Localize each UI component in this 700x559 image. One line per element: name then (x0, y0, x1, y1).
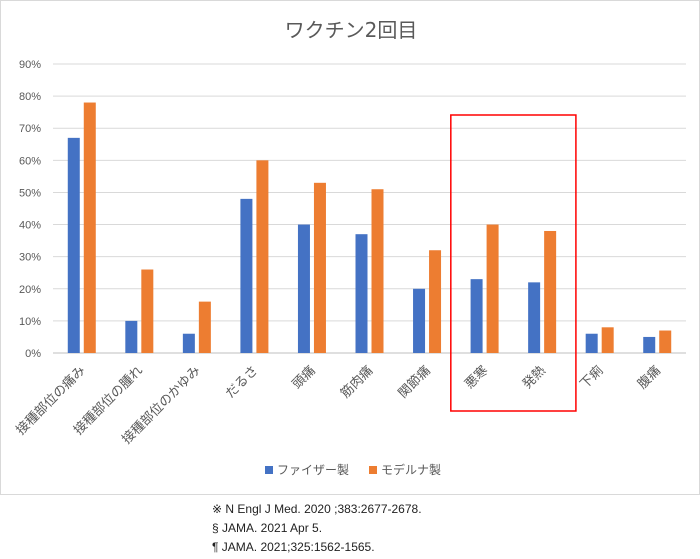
y-tick-label: 40% (19, 220, 41, 232)
highlight-box (450, 114, 577, 412)
bar-moderna (371, 189, 384, 353)
highlight-rect (450, 114, 577, 412)
citation-line: ¶ JAMA. 2021;325:1562-1565. (212, 540, 375, 554)
bar-pfizer (413, 288, 426, 353)
bars (67, 102, 672, 354)
legend-swatch (369, 466, 377, 474)
chart-frame: ワクチン2回目 0% 10% 20% 30% 40% 50% 60% 70% 80% 90% 接種… (0, 0, 700, 495)
bar-pfizer (182, 333, 195, 353)
category-label: 頭痛 (289, 363, 319, 393)
bar-moderna (544, 230, 557, 353)
bar-moderna (659, 330, 672, 353)
category-label: 悪寒 (462, 363, 492, 393)
legend-label: モデルナ製 (381, 462, 441, 477)
bar-moderna (141, 269, 154, 353)
chart-title: ワクチン2回目 (285, 18, 418, 42)
bar-moderna (83, 102, 96, 354)
y-tick-label: 10% (19, 316, 41, 328)
category-label: 関節痛 (395, 363, 434, 402)
y-tick-label: 30% (19, 252, 41, 264)
citation-line: ※ N Engl J Med. 2020 ;383:2677-2678. (212, 502, 422, 516)
citations: ※ N Engl J Med. 2020 ;383:2677-2678. § J… (212, 500, 692, 557)
y-tick-label: 70% (19, 123, 41, 135)
bar-moderna (313, 182, 326, 353)
legend-label: ファイザー製 (277, 463, 349, 477)
bar-pfizer (528, 282, 541, 353)
category-label: 発熱 (520, 363, 549, 392)
legend: ファイザー製 モデルナ製 (265, 462, 441, 477)
bar-moderna (429, 250, 442, 353)
bar-pfizer (240, 198, 253, 353)
y-axis-ticks: 0% 10% 20% 30% 40% 50% 60% 70% 80% 90% (19, 59, 41, 360)
bar-pfizer (67, 137, 80, 353)
category-label: 下痢 (577, 363, 607, 393)
bar-pfizer (470, 279, 483, 353)
citation-line: § JAMA. 2021 Apr 5. (212, 521, 323, 535)
bar-pfizer (585, 333, 598, 353)
bar-chart: ワクチン2回目 0% 10% 20% 30% 40% 50% 60% 70% 80% 90% 接種… (13, 18, 686, 477)
y-tick-label: 60% (19, 155, 41, 167)
y-tick-label: 50% (19, 187, 41, 199)
y-tick-label: 90% (19, 59, 41, 71)
category-label: だるさ (223, 363, 261, 401)
y-tick-label: 80% (19, 91, 41, 103)
legend-swatch (265, 466, 273, 474)
category-labels: 接種部位の痛み接種部位の腫れ接種部位のかゆみ だるさ 頭痛 筋肉痛 関節痛 悪寒 発熱 下痢腹… (13, 363, 664, 448)
category-label: 腹痛 (634, 363, 664, 393)
bar-pfizer (125, 320, 138, 353)
bar-moderna (601, 327, 614, 353)
category-label: 筋肉痛 (337, 363, 376, 402)
bar-pfizer (297, 224, 310, 353)
bar-moderna (486, 224, 499, 353)
y-tick-label: 20% (19, 284, 41, 296)
y-tick-label: 0% (25, 348, 41, 360)
gridlines (53, 63, 686, 354)
bar-pfizer (355, 234, 368, 353)
bar-moderna (256, 160, 269, 353)
bar-moderna (198, 301, 211, 353)
bar-pfizer (643, 336, 656, 353)
